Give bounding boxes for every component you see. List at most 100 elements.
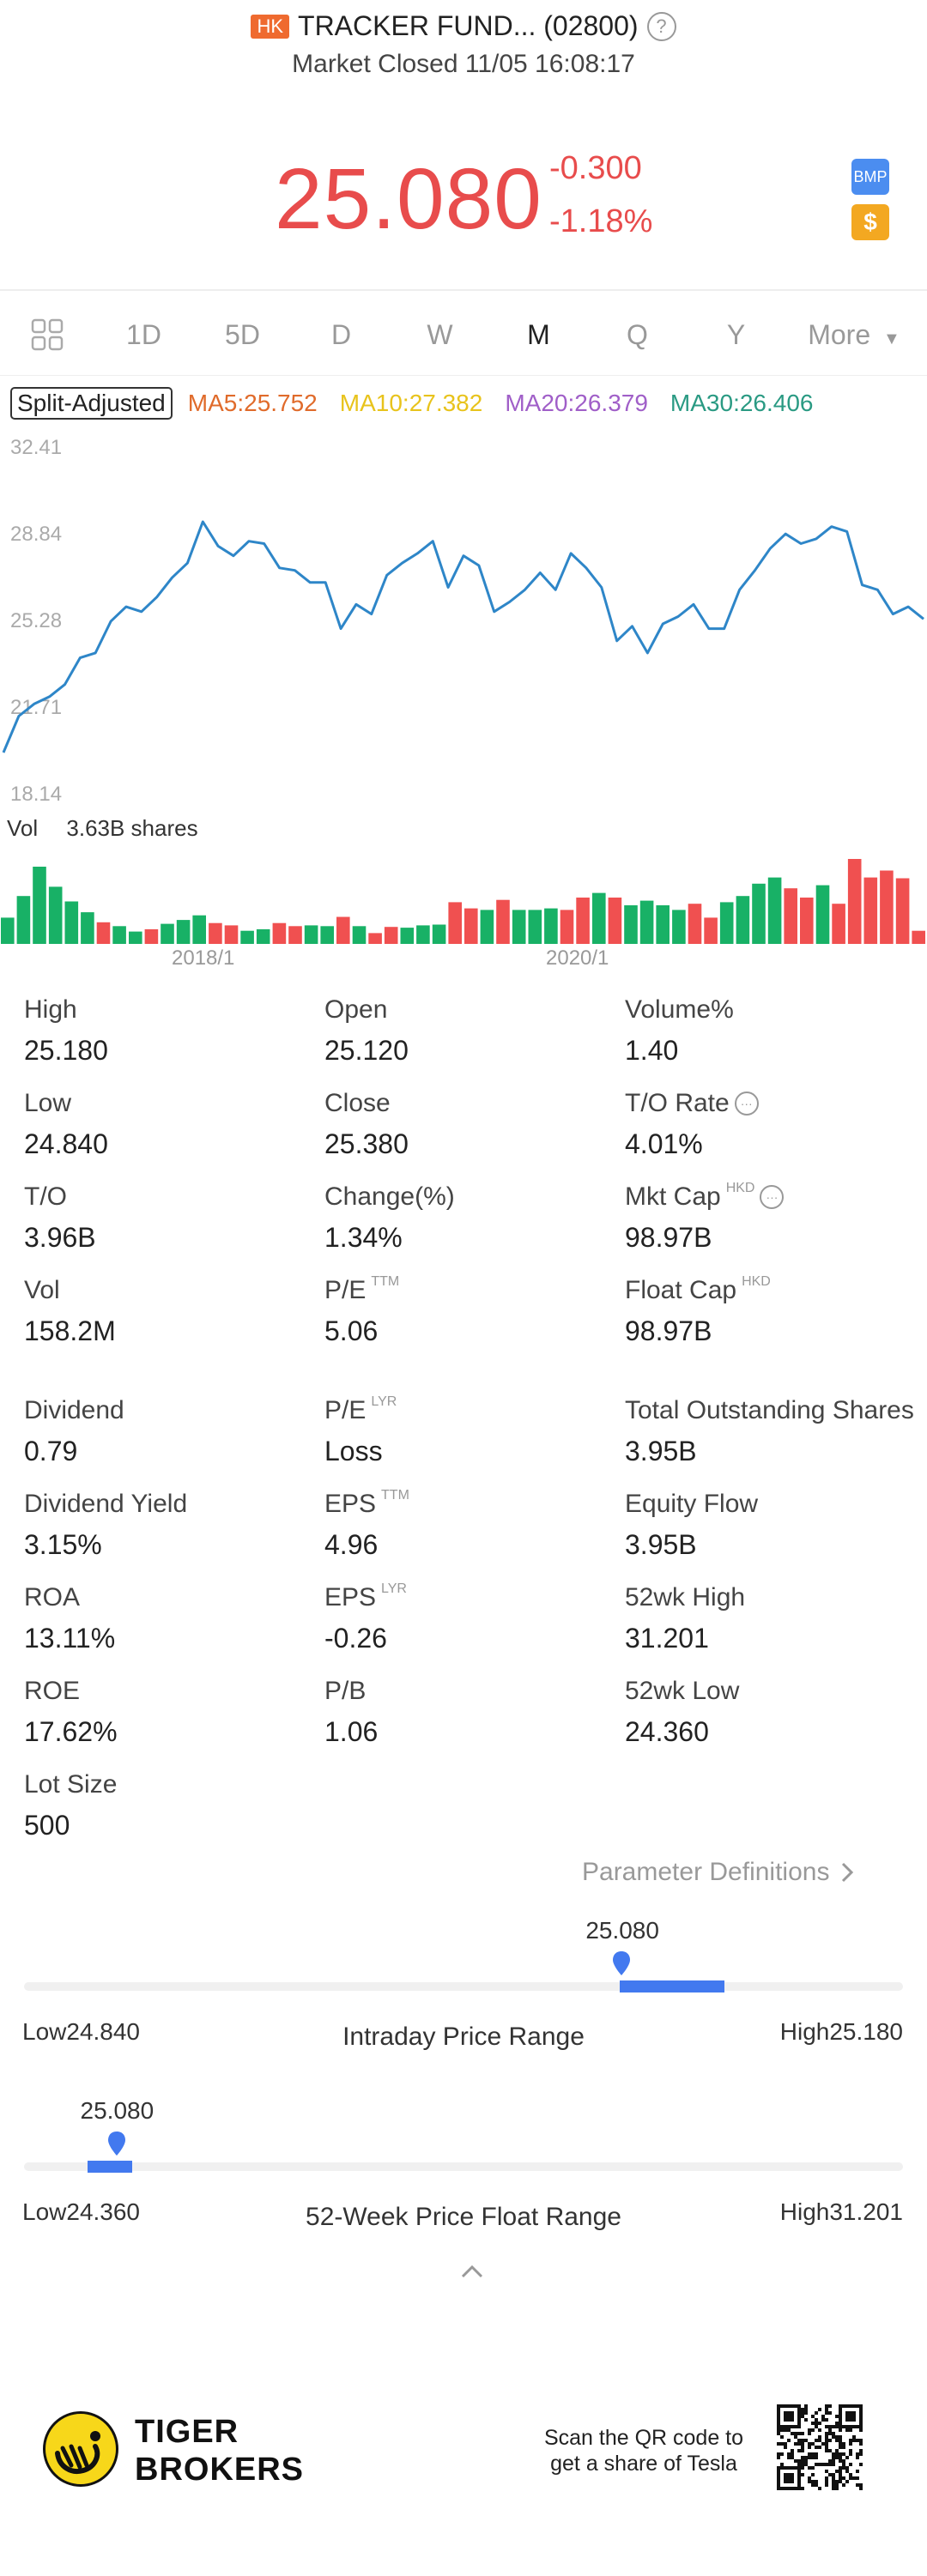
tab-more[interactable]: More ▼: [785, 319, 923, 351]
split-adjusted-toggle[interactable]: Split-Adjusted: [10, 387, 173, 420]
stat-close: Close 25.380: [324, 1089, 409, 1160]
stat-value: 3.15%: [24, 1529, 102, 1560]
volume-bar: [639, 900, 654, 944]
stat-value: 3.96B: [24, 1222, 96, 1253]
stat-mkt-cap: Mkt Cap HKD ··· 98.97B: [625, 1181, 785, 1254]
brand-line: TIGER: [135, 2414, 239, 2450]
stat-label: Change(%): [324, 1182, 455, 1211]
stat-label: T/O: [24, 1182, 67, 1211]
volume-chart[interactable]: [0, 845, 927, 944]
stat-label: Dividend Yield: [24, 1490, 188, 1518]
ma20-label: MA20:26.379: [505, 390, 648, 416]
stat-value: 98.97B: [625, 1315, 712, 1346]
volume-bar: [656, 905, 670, 944]
tab-w[interactable]: W: [427, 318, 453, 350]
stat-label: ROE: [24, 1677, 81, 1705]
range-fill: [620, 1980, 725, 1992]
stat-float-cap: Float Cap HKD 98.97B: [625, 1274, 771, 1347]
brand-line: BROKERS: [135, 2452, 305, 2488]
volume-bars-svg: [1, 859, 925, 944]
stat-value: 5.06: [324, 1315, 379, 1346]
week52-range: 25.080 Low24.360 52-Week Price Float Ran…: [0, 2094, 927, 2231]
chevron-right-icon: [842, 1862, 854, 1883]
volume-bar: [384, 927, 398, 944]
volume-bar: [880, 870, 894, 944]
volume-bar: [496, 899, 510, 944]
divider: [0, 289, 927, 291]
stat-label: Low: [24, 1089, 72, 1117]
volume-bar: [48, 886, 63, 944]
volume-bar: [144, 928, 159, 944]
stat-value: 24.360: [625, 1716, 709, 1747]
tab-m[interactable]: M: [527, 318, 550, 350]
tab-q[interactable]: Q: [627, 318, 648, 350]
volume-bar: [112, 926, 126, 944]
stat-52wk-low: 52wk Low 24.360: [625, 1677, 739, 1748]
tab-5d[interactable]: 5D: [225, 318, 260, 350]
stat-total-shares: Total Outstanding Shares 3.95B: [625, 1396, 914, 1467]
more-info-icon[interactable]: ···: [734, 1091, 759, 1116]
tab-1d[interactable]: 1D: [126, 318, 161, 350]
dollar-icon[interactable]: $: [851, 204, 889, 240]
volume-value: 3.63B shares: [66, 815, 198, 841]
stat-label: ROA: [24, 1583, 81, 1612]
qr-caption: Scan the QR code to get a share of Tesla: [515, 2425, 772, 2476]
caret-down-icon: ▼: [883, 329, 900, 348]
range-low-label: Low24.840: [22, 2018, 141, 2045]
title-row: HK TRACKER FUND... (02800) ?: [0, 10, 927, 42]
stat-value: 25.380: [324, 1128, 409, 1159]
stat-lot-size: Lot Size 500: [24, 1770, 117, 1841]
stat-label: Float Cap HKD: [625, 1274, 771, 1305]
currency-sup: HKD: [725, 1181, 755, 1195]
stat-label-text: T/O Rate: [625, 1089, 730, 1117]
tab-d[interactable]: D: [330, 318, 352, 350]
stat-label: Close: [324, 1089, 391, 1117]
stat-value: 1.40: [625, 1035, 679, 1066]
stat-label: Open: [324, 995, 388, 1024]
parameter-definitions-link[interactable]: Parameter Definitions: [582, 1858, 855, 1887]
volume-bar: [16, 896, 31, 944]
stat-low: Low 24.840: [24, 1089, 108, 1160]
stat-eps-ttm: EPS TTM 4.96: [324, 1488, 409, 1561]
stat-label: Equity Flow: [625, 1490, 759, 1518]
bmp-icon[interactable]: BMP: [851, 159, 889, 195]
period-sup: TTM: [371, 1274, 400, 1289]
volume-label: Vol: [7, 815, 39, 841]
volume-bar: [895, 878, 910, 944]
chevron-up-icon[interactable]: [459, 2264, 485, 2279]
volume-bar: [912, 930, 925, 944]
stat-pe-ttm: P/E TTM 5.06: [324, 1274, 400, 1347]
range-current-value: 25.080: [585, 1917, 659, 1944]
help-icon[interactable]: ?: [646, 11, 676, 41]
range-track: [24, 1980, 903, 1992]
tiger-logo: [43, 2411, 118, 2487]
tab-y[interactable]: Y: [726, 318, 746, 350]
price-chart[interactable]: 32.41 28.84 25.28 21.71 18.14: [0, 429, 927, 807]
period-sup: TTM: [381, 1488, 409, 1503]
stat-eps-lyr: EPS LYR -0.26: [324, 1581, 407, 1654]
volume-bar: [672, 910, 686, 944]
more-info-icon[interactable]: ···: [760, 1185, 785, 1209]
stat-vol: Vol 158.2M: [24, 1276, 116, 1347]
range-high-label: High25.180: [779, 2018, 903, 2045]
volume-bar: [272, 922, 287, 944]
stat-label-text: EPS: [324, 1583, 377, 1612]
layout-grid-icon[interactable]: [0, 317, 94, 352]
range-current-value: 25.080: [80, 2097, 154, 2124]
volume-bar: [432, 924, 446, 944]
market-status: Market Closed 11/05 16:08:17: [292, 50, 635, 78]
stat-to-rate: T/O Rate ··· 4.01%: [625, 1089, 759, 1160]
price-change-percent: -1.18%: [549, 203, 653, 239]
volume-bar: [368, 933, 382, 944]
volume-bar: [81, 912, 94, 944]
stock-title[interactable]: TRACKER FUND... (02800): [298, 10, 639, 41]
stat-value: 17.62%: [24, 1716, 118, 1747]
volume-bar: [192, 915, 206, 944]
qr-code[interactable]: [777, 2404, 863, 2490]
stat-value: 0.79: [24, 1436, 78, 1466]
volume-bar: [847, 859, 862, 944]
volume-bar: [624, 905, 638, 944]
stat-change-pct: Change(%) 1.34%: [324, 1182, 455, 1254]
volume-bar: [240, 930, 254, 944]
x-tick-label: 2018/1: [172, 946, 235, 970]
